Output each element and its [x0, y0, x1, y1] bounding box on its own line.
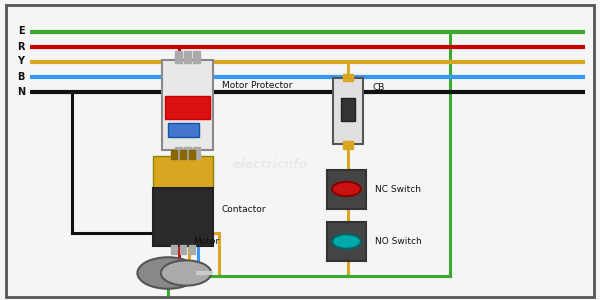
Bar: [341, 98, 355, 121]
FancyBboxPatch shape: [327, 222, 366, 261]
Text: NC Switch: NC Switch: [375, 184, 421, 194]
Bar: [171, 150, 177, 159]
Bar: [343, 74, 353, 81]
Bar: [184, 147, 191, 159]
Circle shape: [332, 234, 361, 249]
Text: Y: Y: [17, 56, 25, 67]
Bar: [165, 96, 210, 118]
FancyBboxPatch shape: [153, 156, 213, 188]
Text: NO Switch: NO Switch: [375, 237, 422, 246]
Circle shape: [332, 182, 361, 196]
Bar: [184, 51, 191, 63]
Text: Motor: Motor: [193, 237, 220, 246]
Bar: [193, 51, 200, 63]
Bar: [343, 141, 353, 148]
Bar: [180, 244, 186, 253]
Ellipse shape: [137, 257, 199, 289]
Circle shape: [161, 260, 211, 286]
Text: R: R: [17, 41, 25, 52]
Bar: [168, 123, 199, 136]
Text: Contactor: Contactor: [222, 206, 266, 214]
FancyBboxPatch shape: [153, 188, 213, 246]
Bar: [193, 147, 200, 159]
Bar: [171, 244, 177, 253]
FancyBboxPatch shape: [6, 4, 594, 297]
Text: CB: CB: [372, 83, 385, 92]
Text: B: B: [17, 71, 25, 82]
Text: E: E: [17, 26, 25, 37]
Bar: [175, 51, 182, 63]
FancyBboxPatch shape: [162, 60, 213, 150]
Bar: [189, 244, 195, 253]
FancyBboxPatch shape: [333, 78, 363, 144]
Bar: [189, 150, 195, 159]
Text: N: N: [17, 86, 25, 97]
Bar: [180, 150, 186, 159]
Text: electricnfo: electricnfo: [232, 158, 308, 172]
FancyBboxPatch shape: [327, 169, 366, 208]
Text: Motor Protector: Motor Protector: [222, 81, 292, 90]
Bar: [175, 147, 182, 159]
